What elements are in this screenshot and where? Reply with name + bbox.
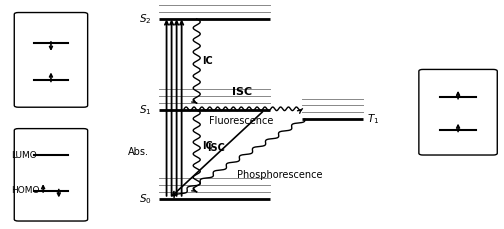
Text: Phosphorescence: Phosphorescence bbox=[237, 170, 323, 180]
Text: ISC: ISC bbox=[232, 87, 252, 97]
Text: IC: IC bbox=[202, 141, 213, 151]
FancyBboxPatch shape bbox=[419, 69, 497, 155]
Text: $S_1$: $S_1$ bbox=[139, 103, 152, 117]
FancyBboxPatch shape bbox=[14, 13, 88, 107]
FancyBboxPatch shape bbox=[14, 129, 88, 221]
Text: Abs.: Abs. bbox=[128, 147, 149, 157]
Text: $T_1$: $T_1$ bbox=[366, 112, 379, 126]
Text: LUMO: LUMO bbox=[11, 151, 36, 160]
Text: $S_2$: $S_2$ bbox=[139, 12, 152, 26]
Text: $S_0$: $S_0$ bbox=[139, 192, 152, 206]
Text: IC: IC bbox=[202, 56, 213, 66]
Text: HOMO: HOMO bbox=[11, 186, 39, 195]
Text: Fluorescence: Fluorescence bbox=[209, 116, 274, 126]
Text: ISC: ISC bbox=[207, 142, 225, 153]
